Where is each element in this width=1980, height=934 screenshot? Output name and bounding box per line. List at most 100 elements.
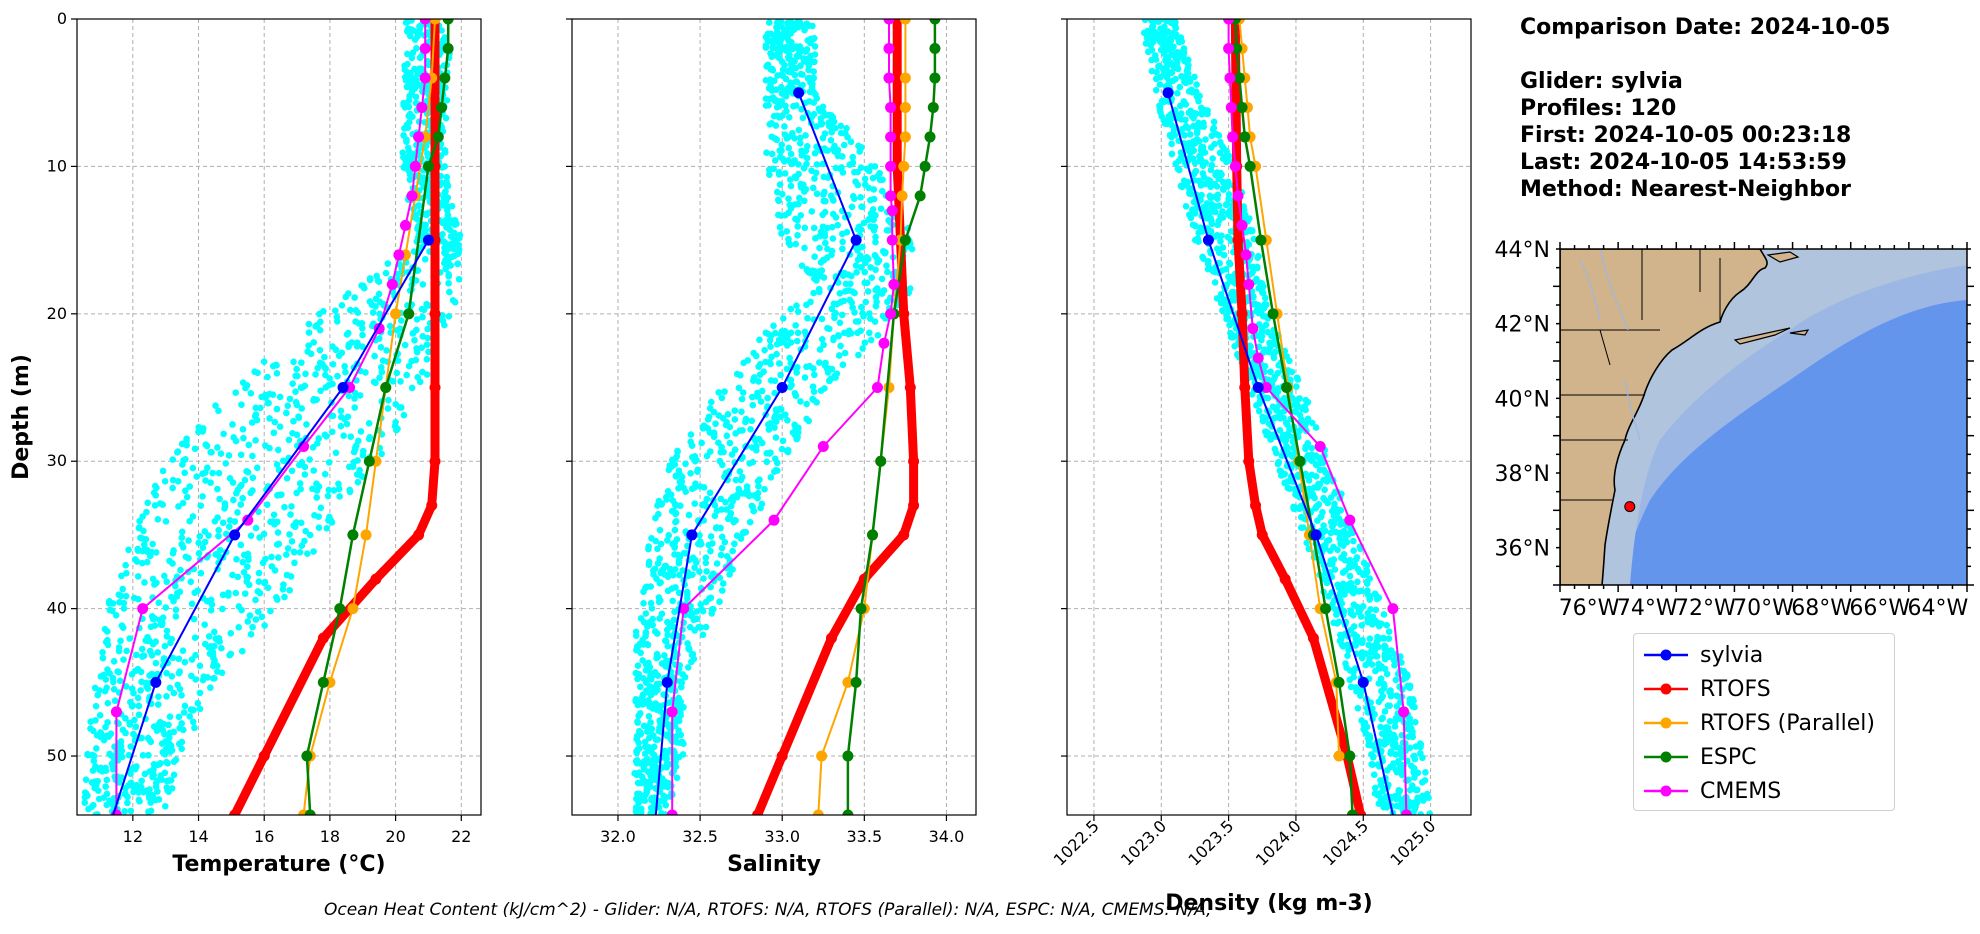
scatter-point <box>1168 150 1176 158</box>
scatter-point <box>1379 787 1386 795</box>
scatter-point <box>1180 49 1188 56</box>
scatter-point <box>723 506 730 513</box>
scatter-point <box>417 53 425 61</box>
glider-name: Glider: sylvia <box>1520 69 1683 94</box>
scatter-point <box>181 702 189 710</box>
scatter-point <box>861 175 869 183</box>
glider-scatter <box>81 19 464 815</box>
series-marker <box>1243 278 1255 290</box>
scatter-point <box>666 565 674 573</box>
scatter-point <box>1369 753 1377 761</box>
scatter-point <box>792 240 800 248</box>
scatter-point <box>765 166 773 174</box>
scatter-point <box>787 56 795 64</box>
scatter-point <box>819 160 827 168</box>
scatter-point <box>796 139 804 147</box>
scatter-point <box>1380 611 1388 618</box>
scatter-point <box>749 377 757 384</box>
scatter-point <box>1330 512 1338 520</box>
scatter-point <box>753 442 760 450</box>
scatter-point <box>279 585 287 593</box>
scatter-point <box>123 647 130 655</box>
scatter-point <box>214 444 221 451</box>
scatter-point <box>1343 664 1350 672</box>
scatter-point <box>234 573 242 581</box>
scatter-point <box>89 767 97 774</box>
scatter-point <box>245 581 253 589</box>
series-marker <box>1247 323 1259 335</box>
scatter-point <box>1405 776 1412 784</box>
scatter-point <box>710 429 718 436</box>
scatter-point <box>743 486 751 494</box>
scatter-point <box>1200 119 1207 127</box>
scatter-point <box>301 471 309 478</box>
scatter-point <box>312 371 319 378</box>
scatter-point <box>438 200 446 208</box>
scatter-point <box>843 124 850 132</box>
scatter-point <box>755 482 762 490</box>
scatter-point <box>661 652 668 659</box>
scatter-point <box>682 488 690 495</box>
scatter-point <box>316 346 324 354</box>
scatter-point <box>161 642 169 650</box>
scatter-point <box>1224 233 1232 241</box>
scatter-point <box>171 582 179 590</box>
scatter-point <box>1358 649 1366 656</box>
scatter-point <box>643 699 651 707</box>
scatter-point <box>671 653 679 661</box>
y-tick-label: 20 <box>47 304 67 323</box>
scatter-point <box>1174 89 1181 97</box>
scatter-point <box>870 186 878 193</box>
scatter-point <box>1357 692 1364 699</box>
scatter-point <box>419 313 426 321</box>
scatter-point <box>209 662 217 670</box>
scatter-point <box>237 451 245 459</box>
scatter-point <box>346 488 354 496</box>
scatter-point <box>841 288 849 295</box>
scatter-point <box>254 588 262 595</box>
scatter-point <box>312 323 319 330</box>
scatter-point <box>143 508 150 516</box>
scatter-point <box>366 276 374 284</box>
scatter-point <box>647 719 654 726</box>
scatter-point <box>441 146 449 154</box>
scatter-point <box>178 540 185 548</box>
scatter-point <box>135 702 143 710</box>
scatter-point <box>801 374 809 381</box>
scatter-point <box>668 585 676 592</box>
longitude-label: 70°W <box>1733 596 1794 621</box>
inset-map: 44°N42°N40°N38°N36°N76°W74°W72°W70°W68°W… <box>1495 238 1974 621</box>
scatter-point <box>826 111 833 119</box>
scatter-point <box>196 532 204 540</box>
scatter-point <box>1226 321 1233 329</box>
scatter-point <box>202 477 209 484</box>
scatter-point <box>1312 424 1320 431</box>
scatter-point <box>884 268 891 276</box>
series-marker <box>347 529 359 541</box>
scatter-point <box>718 587 726 594</box>
scatter-point <box>632 669 640 677</box>
scatter-point <box>672 518 680 525</box>
scatter-point <box>343 331 351 338</box>
scatter-point <box>687 431 695 438</box>
scatter-point <box>309 485 316 493</box>
scatter-point <box>243 382 251 389</box>
scatter-point <box>765 95 773 103</box>
scatter-point <box>1414 794 1421 802</box>
scatter-point <box>123 569 130 577</box>
scatter-point <box>781 158 788 165</box>
scatter-point <box>839 238 846 246</box>
series-marker <box>1279 573 1291 585</box>
scatter-point <box>1265 376 1272 384</box>
scatter-point <box>116 677 124 685</box>
scatter-point <box>421 256 429 263</box>
scatter-point <box>677 678 685 685</box>
scatter-point <box>1200 173 1208 181</box>
scatter-point <box>739 389 747 396</box>
land <box>1560 249 1768 585</box>
scatter-point <box>139 752 147 759</box>
scatter-point <box>676 571 683 579</box>
scatter-point <box>201 528 209 535</box>
scatter-point <box>163 784 171 791</box>
espc-series <box>1229 19 1358 815</box>
